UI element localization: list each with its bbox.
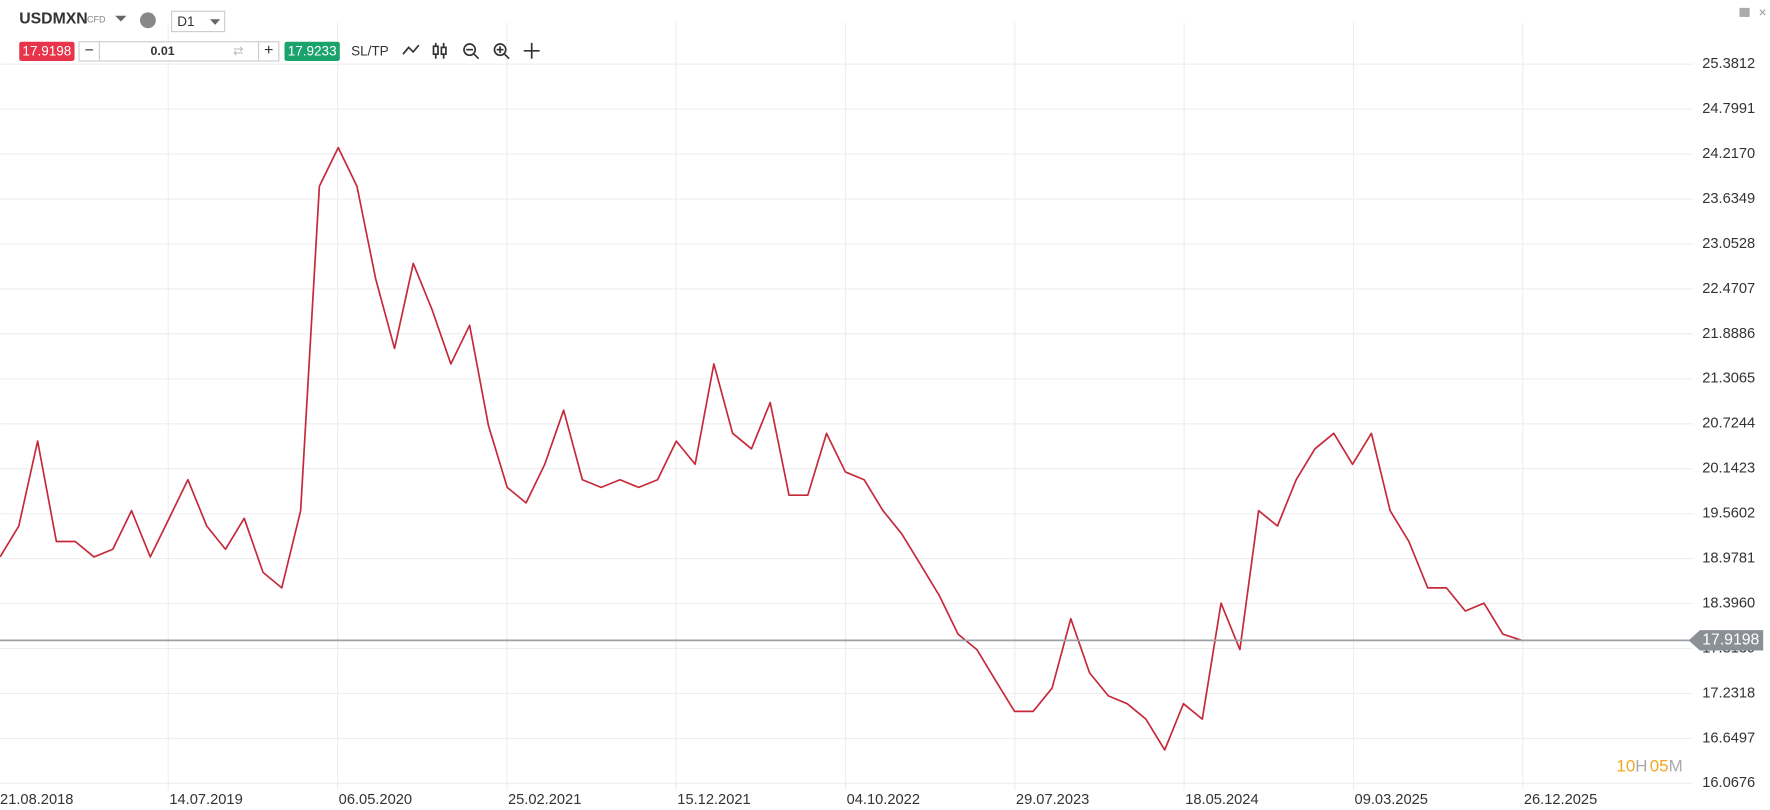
buy-price: 17.9233 — [288, 44, 337, 59]
zoom-out-icon[interactable] — [463, 43, 480, 60]
volume-box[interactable] — [78, 41, 280, 62]
y-tick-label: 17.2318 — [1702, 685, 1755, 701]
y-tick-label: 21.8886 — [1702, 326, 1755, 342]
y-tick-label: 24.2170 — [1702, 146, 1755, 162]
swap-icon[interactable]: ⇄ — [233, 44, 243, 58]
candle-icon[interactable] — [432, 42, 447, 59]
y-tick-label: 23.6349 — [1702, 191, 1755, 207]
close-icon[interactable]: × — [1759, 5, 1767, 20]
y-tick-label: 25.3812 — [1702, 56, 1755, 72]
pan-icon[interactable] — [523, 42, 540, 59]
minus[interactable]: − — [85, 42, 94, 59]
x-tick-label: 09.03.2025 — [1355, 792, 1428, 808]
last-price-tag — [1688, 630, 1764, 651]
symbol[interactable]: USDMXN — [19, 10, 87, 27]
y-tick-label: 20.1423 — [1702, 461, 1755, 477]
y-tick-label: 16.6497 — [1702, 730, 1755, 746]
sltp[interactable]: SL/TP — [351, 44, 389, 59]
y-tick-label: 20.7244 — [1702, 416, 1755, 432]
y-tick-label: 22.4707 — [1702, 281, 1755, 297]
timeframe-select[interactable] — [171, 10, 226, 33]
y-tick-label: 21.3065 — [1702, 371, 1755, 387]
x-tick-label: 29.07.2023 — [1016, 792, 1089, 808]
x-tick-label: 18.05.2024 — [1185, 792, 1258, 808]
countdown: 10H 05M — [1616, 757, 1682, 776]
plot: 16.067616.649717.231817.813918.396018.97… — [0, 22, 1764, 808]
zoom-in-icon[interactable] — [493, 43, 510, 60]
y-tick-label: 19.5602 — [1702, 506, 1755, 522]
tf-arrow — [209, 19, 221, 25]
last-price-label: 17.9198 — [1702, 632, 1759, 649]
sell-price: 17.9198 — [22, 44, 71, 59]
x-tick-label: 15.12.2021 — [677, 792, 750, 808]
y-tick-label: 24.7991 — [1702, 101, 1755, 117]
volume[interactable]: 0.01 — [151, 44, 175, 58]
x-tick-label: 26.12.2025 — [1524, 792, 1597, 808]
y-tick-label: 23.0528 — [1702, 236, 1755, 252]
x-tick-label: 25.02.2021 — [508, 792, 581, 808]
buy-button[interactable] — [284, 41, 340, 61]
y-tick-label: 16.0676 — [1702, 775, 1755, 791]
x-tick-label: 04.10.2022 — [847, 792, 920, 808]
y-tick-label: 18.9781 — [1702, 550, 1755, 566]
y-tick-label: 18.3960 — [1702, 595, 1755, 611]
symbol-dropdown[interactable] — [115, 15, 127, 22]
x-tick-label: 21.08.2018 — [0, 792, 73, 808]
x-tick-label: 06.05.2020 — [339, 792, 412, 808]
line-icon[interactable] — [402, 44, 420, 55]
plus[interactable]: + — [264, 42, 273, 59]
minimize-icon[interactable] — [1739, 7, 1750, 17]
x-tick-label: 14.07.2019 — [169, 792, 242, 808]
sell-button[interactable] — [19, 41, 75, 61]
kind: CFD — [87, 15, 106, 25]
price-line — [0, 146, 1522, 751]
info-icon[interactable] — [140, 12, 156, 29]
timeframe: D1 — [177, 14, 194, 29]
